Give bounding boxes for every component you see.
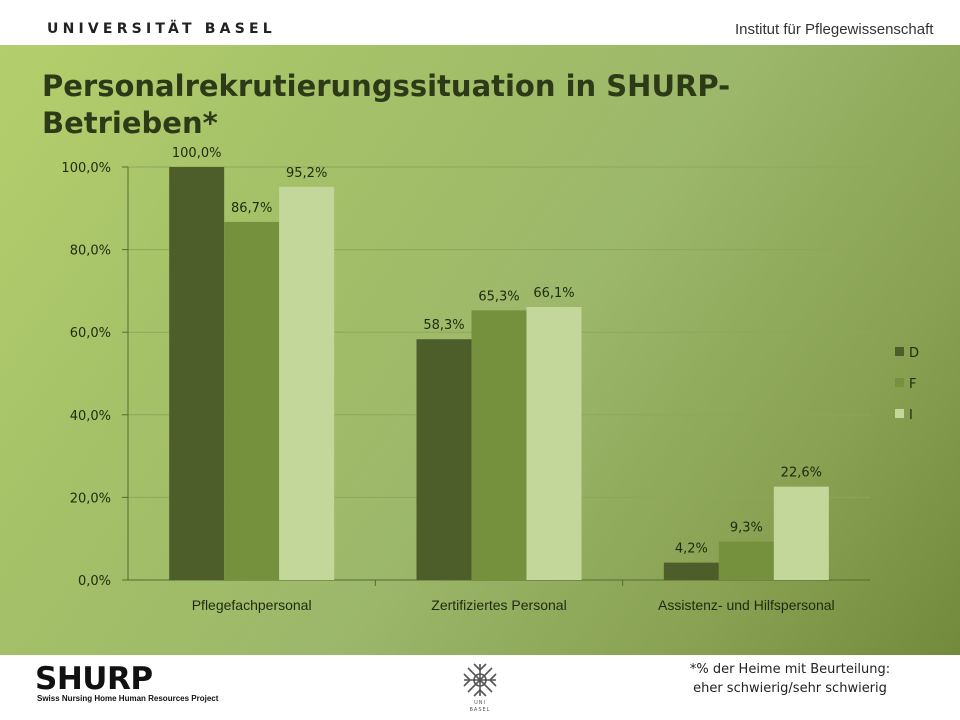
bar-F — [471, 310, 527, 580]
legend-label: F — [909, 377, 916, 392]
bar-D — [416, 339, 472, 580]
university-name: UNIVERSITÄT BASEL — [47, 21, 276, 37]
y-tick-label: 80,0% — [70, 244, 111, 259]
bar-I — [526, 307, 582, 580]
slide-title-line2: Betrieben* — [42, 106, 218, 140]
legend-swatch-I — [895, 409, 904, 418]
shurp-logo: SHURP — [35, 661, 153, 697]
bar-F — [224, 221, 280, 580]
bar-chart: 0,0% 20,0% 40,0% 60,0% 80,0% 100,0% 100,0% 86,7… — [61, 146, 919, 613]
data-label: 4,2% — [675, 542, 708, 557]
data-label: 22,6% — [781, 466, 822, 481]
svg-text:UNI: UNI — [474, 700, 486, 706]
y-tick-label: 60,0% — [70, 326, 111, 341]
data-label: 9,3% — [730, 521, 763, 536]
data-label: 58,3% — [423, 318, 464, 333]
bar-F — [718, 541, 774, 580]
bar-I — [773, 486, 829, 580]
svg-text:BASEL: BASEL — [470, 707, 491, 713]
data-label: 100,0% — [172, 146, 222, 161]
bar-D — [663, 562, 719, 580]
data-label: 95,2% — [286, 166, 327, 181]
legend-swatch-D — [895, 347, 904, 356]
y-tick-label: 0,0% — [78, 574, 111, 589]
footnote-line2: eher schwierig/sehr schwierig — [693, 681, 887, 696]
bar-I — [279, 186, 335, 580]
y-tick-label: 20,0% — [70, 491, 111, 506]
shurp-logo-subtitle: Swiss Nursing Home Human Resources Proje… — [37, 694, 219, 703]
data-label: 65,3% — [478, 289, 519, 304]
data-label: 86,7% — [231, 201, 272, 216]
x-category-label: Zertifiziertes Personal — [431, 597, 566, 613]
slide-title-line1: Personalrekrutierungssituation in SHURP- — [42, 69, 731, 103]
legend-label: I — [909, 408, 913, 423]
x-category-label: Assistenz- und Hilfspersonal — [658, 597, 835, 613]
uni-basel-emblem-icon: UNI BASEL — [463, 663, 497, 713]
footnote: *% der Heime mit Beurteilung: eher schwi… — [640, 660, 940, 698]
x-category-label: Pflegefachpersonal — [192, 597, 312, 613]
y-tick-label: 100,0% — [61, 161, 111, 176]
legend-label: D — [909, 346, 919, 361]
slide-title: Personalrekrutierungssituation in SHURP-… — [42, 68, 802, 142]
header-bar: UNIVERSITÄT BASEL Institut für Pflegewis… — [0, 0, 960, 45]
data-label: 66,1% — [533, 286, 574, 301]
legend-swatch-F — [895, 378, 904, 387]
bar-D — [169, 167, 225, 580]
institute-name: Institut für Pflegewissenschaft — [735, 21, 934, 38]
footnote-line1: *% der Heime mit Beurteilung: — [689, 662, 891, 677]
y-tick-label: 40,0% — [70, 409, 111, 424]
